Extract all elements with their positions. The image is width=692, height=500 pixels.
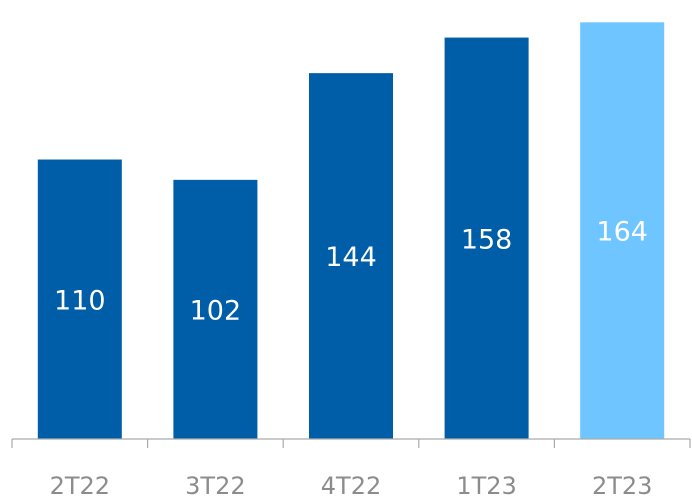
- bar-4T22: [309, 73, 393, 440]
- data-label-4T22: 144: [325, 242, 377, 273]
- bar-1T23: [444, 37, 529, 440]
- data-label-2T23: 164: [596, 217, 648, 248]
- bar-2T22: [37, 159, 122, 439]
- x-axis: [11, 438, 691, 448]
- data-label-3T22: 102: [190, 295, 242, 326]
- x-tick-label-3T22: 3T22: [185, 472, 245, 496]
- data-label-2T22: 110: [54, 285, 106, 316]
- bar-2T23: [580, 22, 665, 439]
- x-tick-label-1T23: 1T23: [456, 472, 516, 496]
- data-label-1T23: 158: [461, 224, 513, 255]
- bar-3T22: [173, 179, 258, 440]
- x-tick-labels-layer: 2T22 3T22 4T22 1T23 2T23: [50, 472, 653, 500]
- x-tick-label-2T22: 2T22: [50, 472, 110, 496]
- x-tick-label-2T23: 2T23: [592, 472, 652, 496]
- bars-layer: [37, 22, 665, 440]
- x-tick-label-4T22: 4T22: [321, 472, 381, 496]
- data-labels-layer: 110 102 144 158 164: [54, 217, 648, 327]
